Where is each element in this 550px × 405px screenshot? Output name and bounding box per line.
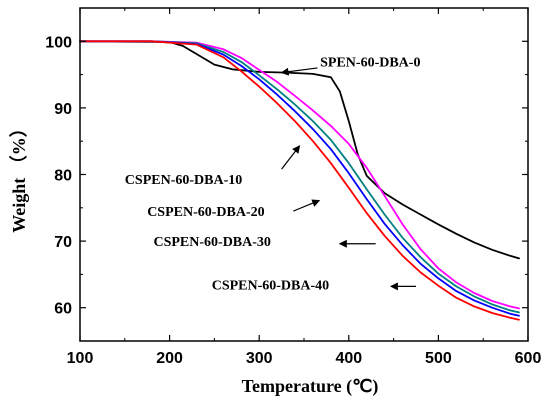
annotation-label-cspen-60-dba-40: CSPEN-60-DBA-40 xyxy=(212,279,329,294)
annotation-arrow-cspen-60-dba-20 xyxy=(293,199,321,212)
x-tick-label: 500 xyxy=(425,350,452,367)
series-line-cspen-60-dba-40 xyxy=(79,40,520,321)
series-layer xyxy=(79,40,520,321)
annotation-layer: SPEN-60-DBA-0 CSPEN-60-DBA-10 CSPEN-60-DBA… xyxy=(125,56,421,294)
y-tick-label: 60 xyxy=(54,301,72,318)
annotation-label-spen-60-dba-0: SPEN-60-DBA-0 xyxy=(320,56,420,71)
axes-layer: 100 200 300 400 500 600 60 70 80 90 100 xyxy=(45,7,542,367)
series-line-cspen-60-dba-20 xyxy=(79,40,520,314)
y-tick-label: 80 xyxy=(54,168,72,185)
annotation-arrow-cspen-60-dba-10 xyxy=(281,145,301,170)
x-tick-label: 300 xyxy=(246,350,273,367)
x-tick-label: 100 xyxy=(67,350,94,367)
x-axis-title: Temperature (℃) xyxy=(242,376,379,397)
series-line-cspen-60-dba-30 xyxy=(79,40,520,317)
series-line-cspen-60-dba-10 xyxy=(79,40,520,310)
x-tick-label: 200 xyxy=(156,350,183,367)
series-line-spen-60-dba-0 xyxy=(79,40,520,260)
annotation-label-cspen-60-dba-10: CSPEN-60-DBA-10 xyxy=(125,173,242,188)
annotation-label-cspen-60-dba-30: CSPEN-60-DBA-30 xyxy=(153,235,270,250)
y-tick-label: 100 xyxy=(45,34,72,51)
annotation-arrow-spen-60-dba-0 xyxy=(280,67,318,76)
x-tick-label: 600 xyxy=(515,350,542,367)
x-tick-label: 400 xyxy=(335,350,362,367)
annotation-label-cspen-60-dba-20: CSPEN-60-DBA-20 xyxy=(147,205,264,220)
y-axis-title: Weight （%） xyxy=(9,119,29,233)
y-tick-label: 90 xyxy=(54,101,72,118)
y-tick-label: 70 xyxy=(54,234,72,251)
